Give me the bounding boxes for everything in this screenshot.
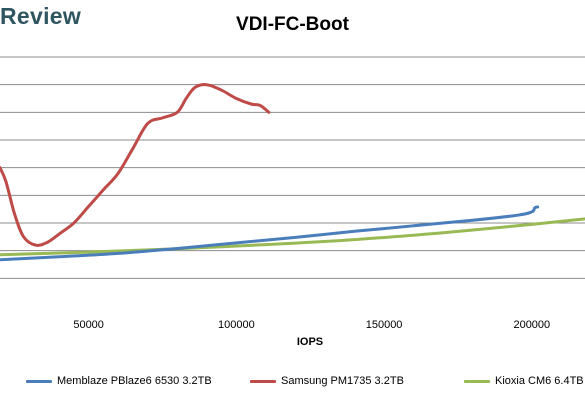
x-tick-label: 100000 bbox=[218, 319, 255, 331]
gridlines bbox=[0, 56, 585, 279]
x-tick-label: 150000 bbox=[366, 319, 403, 331]
x-tick-label: 200000 bbox=[513, 319, 550, 331]
legend-item-memblaze: Memblaze PBlaze6 6530 3.2TB bbox=[26, 373, 212, 389]
legend-label: Kioxia CM6 6.4TB bbox=[495, 375, 584, 387]
legend: Memblaze PBlaze6 6530 3.2TB Samsung PM173… bbox=[0, 373, 585, 389]
x-tick-labels: 50000 100000 150000 200000 bbox=[73, 319, 550, 331]
review-logo: Review bbox=[0, 3, 82, 29]
legend-item-samsung: Samsung PM1735 3.2TB bbox=[250, 373, 404, 389]
series-lines bbox=[0, 83, 585, 262]
x-tick-label: 50000 bbox=[73, 319, 104, 331]
legend-swatch bbox=[26, 379, 52, 383]
legend-swatch bbox=[250, 379, 276, 383]
memblaze-series-line bbox=[0, 205, 540, 262]
legend-label: Samsung PM1735 3.2TB bbox=[281, 375, 404, 387]
legend-label: Memblaze PBlaze6 6530 3.2TB bbox=[57, 375, 212, 387]
x-axis-label: IOPS bbox=[297, 336, 323, 348]
chart-title: VDI-FC-Boot bbox=[236, 14, 349, 35]
legend-item-kioxia: Kioxia CM6 6.4TB bbox=[464, 373, 584, 389]
legend-swatch bbox=[464, 379, 490, 383]
samsung-series-line bbox=[0, 83, 271, 247]
kioxia-series-line bbox=[0, 217, 585, 257]
